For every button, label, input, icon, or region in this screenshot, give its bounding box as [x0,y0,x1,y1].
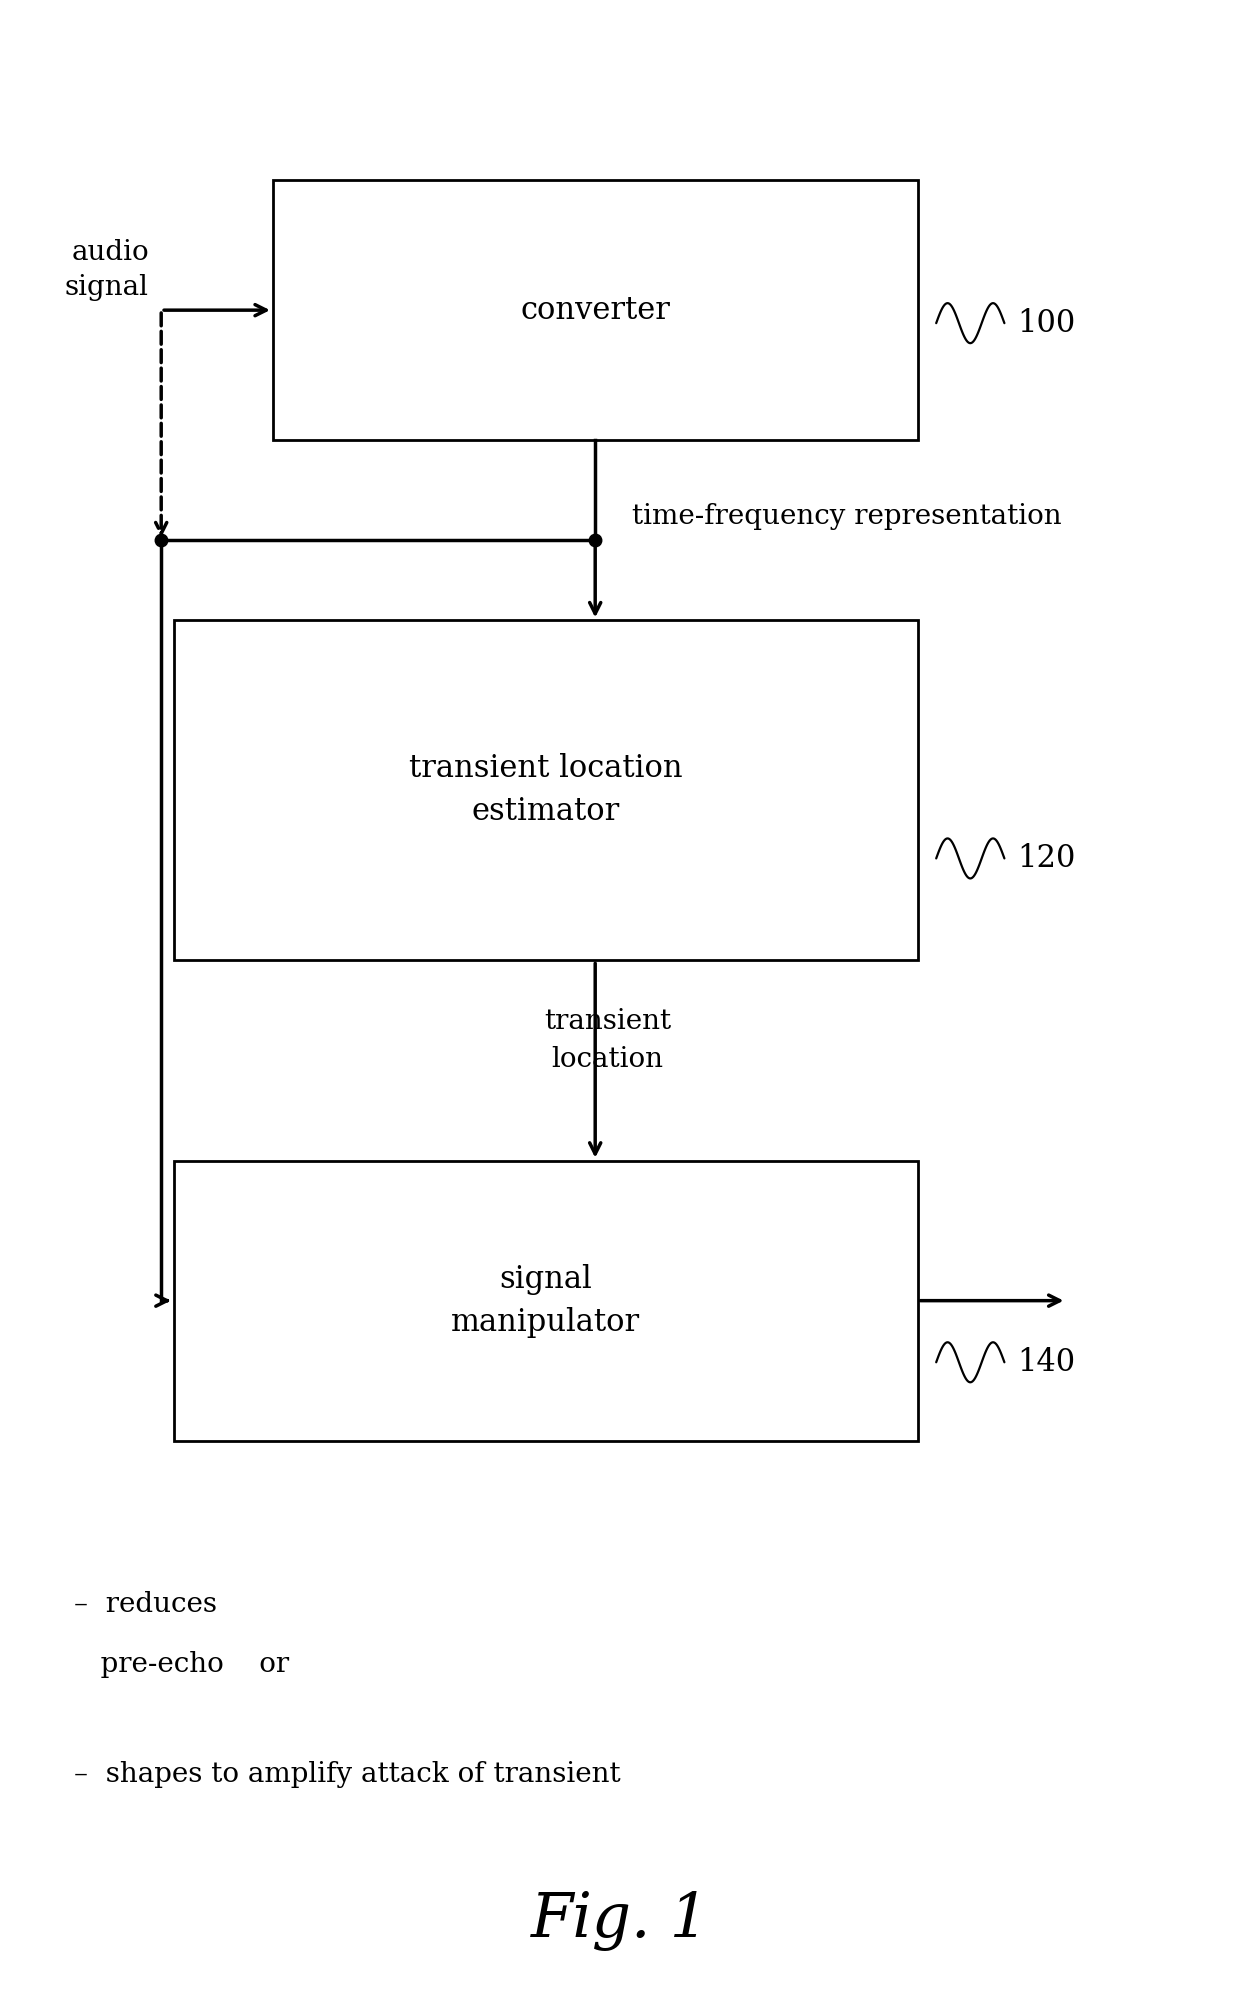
Text: converter: converter [521,294,670,326]
Text: transient
location: transient location [544,1009,671,1073]
FancyBboxPatch shape [273,180,918,440]
Text: signal
manipulator: signal manipulator [451,1265,640,1337]
Text: –  reduces: – reduces [74,1591,217,1617]
Text: –  shapes to amplify attack of transient: – shapes to amplify attack of transient [74,1761,621,1787]
Text: audio
signal: audio signal [64,238,149,302]
Text: 140: 140 [1017,1347,1075,1379]
Text: pre-echo    or: pre-echo or [74,1651,289,1677]
FancyBboxPatch shape [174,620,918,960]
FancyBboxPatch shape [174,1161,918,1441]
Text: 120: 120 [1017,842,1075,874]
Text: 100: 100 [1017,308,1075,338]
Text: Fig. 1: Fig. 1 [531,1891,709,1951]
Text: time-frequency representation: time-frequency representation [632,504,1061,530]
Text: transient location
estimator: transient location estimator [409,754,682,826]
